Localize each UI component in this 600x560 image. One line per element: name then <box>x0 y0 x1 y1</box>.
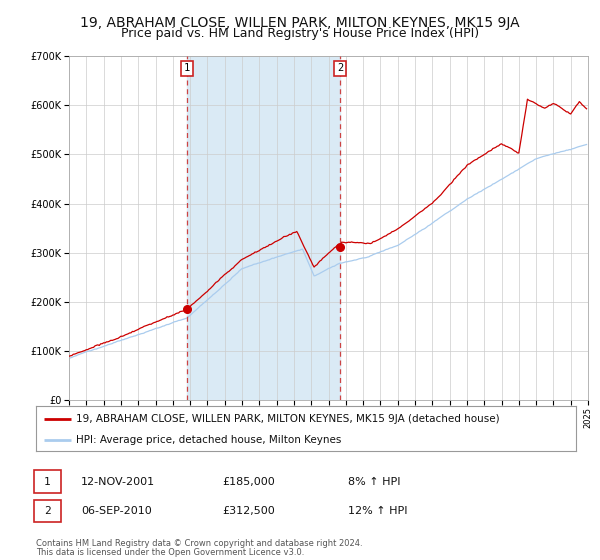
Text: 2: 2 <box>44 506 51 516</box>
Text: Price paid vs. HM Land Registry's House Price Index (HPI): Price paid vs. HM Land Registry's House … <box>121 27 479 40</box>
Text: 1: 1 <box>44 477 51 487</box>
Text: This data is licensed under the Open Government Licence v3.0.: This data is licensed under the Open Gov… <box>36 548 304 557</box>
Text: 12-NOV-2001: 12-NOV-2001 <box>81 477 155 487</box>
Text: £185,000: £185,000 <box>222 477 275 487</box>
Text: 19, ABRAHAM CLOSE, WILLEN PARK, MILTON KEYNES, MK15 9JA: 19, ABRAHAM CLOSE, WILLEN PARK, MILTON K… <box>80 16 520 30</box>
Text: 1: 1 <box>184 63 190 73</box>
Text: 19, ABRAHAM CLOSE, WILLEN PARK, MILTON KEYNES, MK15 9JA (detached house): 19, ABRAHAM CLOSE, WILLEN PARK, MILTON K… <box>77 413 500 423</box>
Text: HPI: Average price, detached house, Milton Keynes: HPI: Average price, detached house, Milt… <box>77 435 342 445</box>
Bar <box>187 56 340 400</box>
Text: Contains HM Land Registry data © Crown copyright and database right 2024.: Contains HM Land Registry data © Crown c… <box>36 539 362 548</box>
Text: 12% ↑ HPI: 12% ↑ HPI <box>348 506 407 516</box>
Text: 8% ↑ HPI: 8% ↑ HPI <box>348 477 401 487</box>
Text: £312,500: £312,500 <box>222 506 275 516</box>
Text: 06-SEP-2010: 06-SEP-2010 <box>81 506 152 516</box>
Text: 2: 2 <box>337 63 343 73</box>
